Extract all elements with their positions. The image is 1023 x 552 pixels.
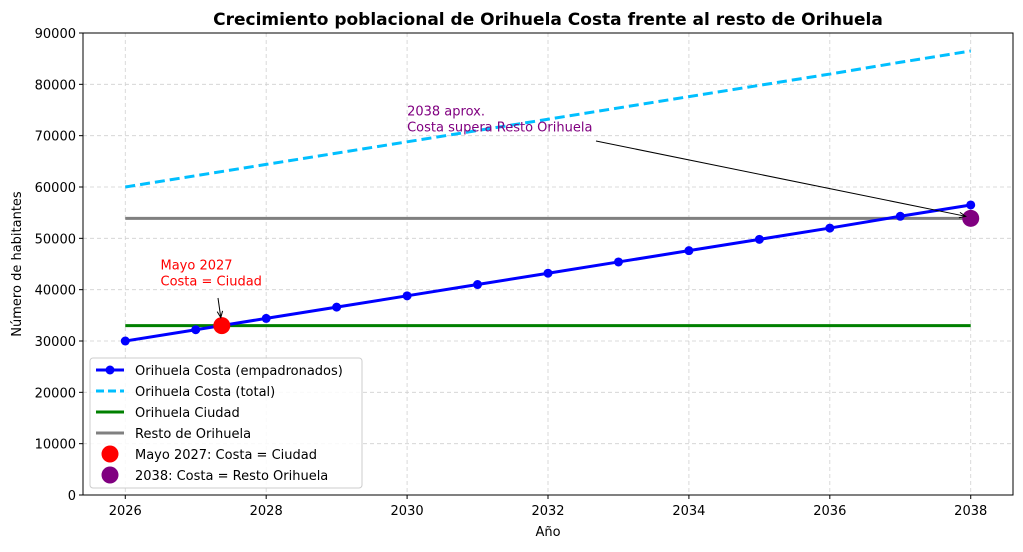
y-tick-label: 60000 [35,181,76,196]
data-point [613,257,623,267]
y-tick-label: 20000 [35,386,76,401]
highlight-point-0 [213,317,231,335]
annotation-text: Mayo 2027 [161,259,233,274]
data-point [684,246,694,256]
arrow-head [216,310,224,319]
x-tick-label: 2034 [672,504,705,519]
annotation-text: Costa = Ciudad [161,275,262,290]
x-tick-label: 2038 [954,504,987,519]
data-point [402,291,412,301]
x-tick-label: 2028 [250,504,283,519]
legend-label: Resto de Orihuela [135,427,251,442]
axis-ticks: 2026 2028 2030 2032 2034 2036 2038 0 10000 20000 3… [35,27,988,519]
y-tick-label: 70000 [35,130,76,145]
data-point [473,280,483,290]
legend-label: Orihuela Costa (total) [135,385,275,400]
legend-box [89,357,363,489]
legend-marker [105,365,115,375]
data-point [966,200,976,210]
data-point [261,313,271,323]
y-tick-label: 30000 [35,335,76,350]
annotation-text: 2038 aprox. [407,105,485,120]
highlight-point-1 [962,209,980,227]
series-line-1 [125,49,971,189]
data-point [754,234,764,244]
arrow-head [958,211,967,219]
data-point [191,325,201,335]
y-axis-label: Número de habitantes [10,191,25,337]
data-point [332,302,342,312]
legend-label: 2038: Costa = Resto Orihuela [135,469,328,484]
y-tick-label: 10000 [35,438,76,453]
legend: Orihuela Costa (empadronados) Orihuela Co… [89,357,363,489]
series-group [120,49,980,346]
x-tick-label: 2030 [391,504,424,519]
annotation-arrow [217,297,222,318]
legend-label: Mayo 2027: Costa = Ciudad [135,448,317,463]
x-tick-label: 2036 [813,504,846,519]
legend-label: Orihuela Costa (empadronados) [135,364,343,379]
legend-point-0 [101,445,119,463]
y-tick-label: 80000 [35,78,76,93]
legend-point-1 [101,466,119,484]
data-point [543,268,553,278]
annotation-arrow [595,140,966,217]
y-tick-label: 50000 [35,232,76,247]
data-point [895,211,905,221]
data-point [825,223,835,233]
legend-label: Orihuela Ciudad [135,406,240,421]
chart-title: Crecimiento poblacional de Orihuela Cost… [213,10,883,30]
x-axis-label: Año [535,525,560,540]
x-tick-label: 2032 [531,504,564,519]
y-tick-label: 40000 [35,284,76,299]
data-point [120,336,130,346]
y-tick-label: 0 [68,489,76,504]
y-tick-label: 90000 [35,27,76,42]
annotation-text: Costa supera Resto Orihuela [407,121,592,136]
x-tick-label: 2026 [109,504,142,519]
